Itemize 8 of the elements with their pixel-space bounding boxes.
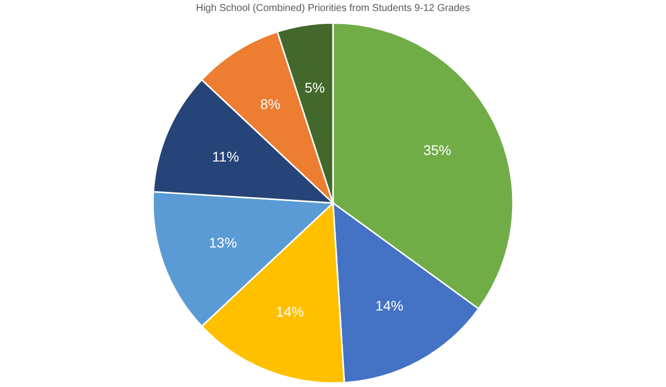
data-label: 5% [304, 79, 325, 96]
data-label: 14% [375, 297, 404, 314]
data-label: 11% [212, 148, 240, 164]
data-label: 8% [260, 96, 280, 112]
data-label: 35% [423, 142, 452, 158]
chart-title: High School (Combined) Priorities from Students 9-12 Grades [196, 3, 470, 14]
data-label: 14% [276, 304, 304, 320]
data-label: 13% [208, 234, 237, 251]
